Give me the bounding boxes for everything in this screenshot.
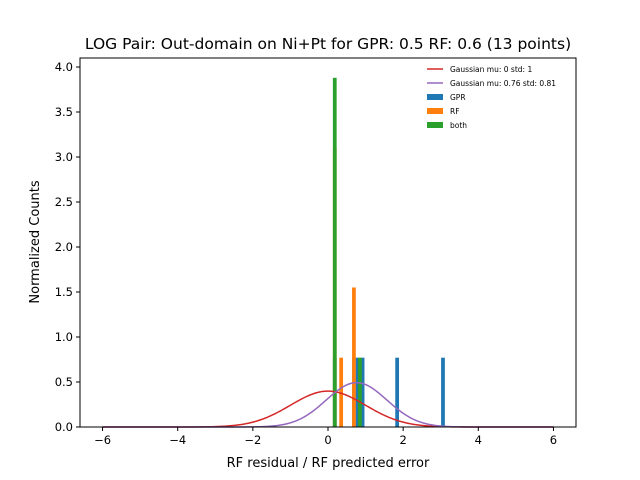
x-tick-label: 0 [324, 433, 331, 447]
y-tick-label: 1.0 [55, 330, 73, 344]
gpr-bar [395, 357, 400, 427]
y-tick-label: 3.0 [55, 150, 73, 164]
y-tick-label: 2.5 [55, 195, 73, 209]
rf-bar [339, 357, 344, 427]
x-axis-ticks: −6 −4 −2 0 2 4 6 [94, 427, 557, 447]
x-tick-label: −4 [169, 433, 186, 447]
legend-bar-swatch [427, 122, 443, 128]
legend-label: RF [450, 107, 460, 116]
gpr-bar [441, 357, 445, 427]
y-axis-label: Normalized Counts [28, 180, 43, 303]
both-bar [332, 77, 337, 428]
x-tick-label: 4 [475, 433, 482, 447]
x-axis-label: RF residual / RF predicted error [227, 456, 430, 471]
legend-label: Gaussian mu: 0.76 std: 0.81 [450, 79, 556, 88]
y-axis-ticks: 0.0 0.5 1.0 1.5 2.0 2.5 3.0 3.5 4.0 [55, 60, 80, 434]
y-tick-label: 3.5 [55, 105, 73, 119]
y-tick-label: 1.5 [55, 285, 73, 299]
x-tick-label: −2 [244, 433, 261, 447]
y-tick-label: 4.0 [55, 60, 73, 74]
gpr-bar [360, 357, 365, 427]
x-tick-label: 6 [550, 433, 557, 447]
y-tick-label: 0.0 [55, 420, 73, 434]
x-tick-label: −6 [94, 433, 111, 447]
legend-label: Gaussian mu: 0 std: 1 [450, 65, 532, 74]
y-tick-label: 2.0 [55, 240, 73, 254]
chart-title: LOG Pair: Out-domain on Ni+Pt for GPR: 0… [85, 35, 571, 53]
rf-bar [352, 287, 356, 427]
y-tick-label: 0.5 [55, 375, 73, 389]
legend-label: both [450, 121, 467, 130]
legend-label: GPR [450, 93, 466, 102]
gpr-bar [355, 357, 360, 427]
legend-bar-swatch [427, 94, 443, 100]
legend-bar-swatch [427, 108, 443, 114]
both-bar [358, 357, 362, 427]
x-tick-label: 2 [399, 433, 406, 447]
legend: Gaussian mu: 0 std: 1 Gaussian mu: 0.76 s… [427, 65, 556, 130]
